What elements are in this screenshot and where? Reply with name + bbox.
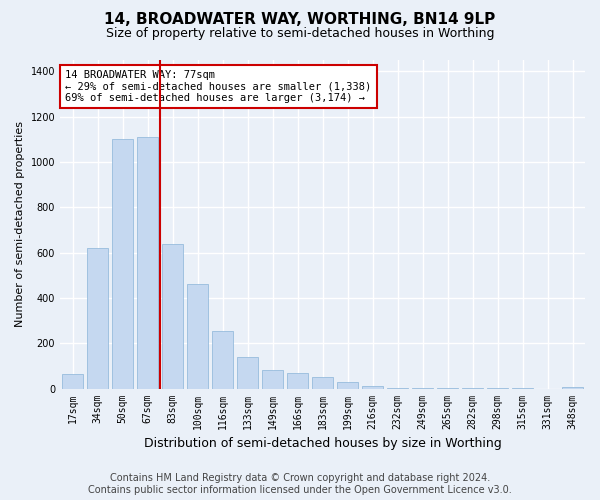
Bar bbox=[87, 248, 108, 388]
Y-axis label: Number of semi-detached properties: Number of semi-detached properties bbox=[15, 122, 25, 328]
Bar bbox=[262, 370, 283, 388]
X-axis label: Distribution of semi-detached houses by size in Worthing: Distribution of semi-detached houses by … bbox=[143, 437, 502, 450]
Bar bbox=[287, 372, 308, 388]
Bar bbox=[337, 382, 358, 388]
Bar bbox=[62, 374, 83, 388]
Bar bbox=[362, 386, 383, 388]
Bar bbox=[212, 331, 233, 388]
Bar bbox=[137, 137, 158, 388]
Bar bbox=[187, 284, 208, 389]
Text: 14, BROADWATER WAY, WORTHING, BN14 9LP: 14, BROADWATER WAY, WORTHING, BN14 9LP bbox=[104, 12, 496, 28]
Text: Contains HM Land Registry data © Crown copyright and database right 2024.
Contai: Contains HM Land Registry data © Crown c… bbox=[88, 474, 512, 495]
Bar bbox=[162, 244, 183, 388]
Bar bbox=[312, 377, 333, 388]
Bar bbox=[112, 140, 133, 388]
Text: 14 BROADWATER WAY: 77sqm
← 29% of semi-detached houses are smaller (1,338)
69% o: 14 BROADWATER WAY: 77sqm ← 29% of semi-d… bbox=[65, 70, 371, 103]
Text: Size of property relative to semi-detached houses in Worthing: Size of property relative to semi-detach… bbox=[106, 28, 494, 40]
Bar bbox=[237, 357, 258, 388]
Bar bbox=[562, 386, 583, 388]
